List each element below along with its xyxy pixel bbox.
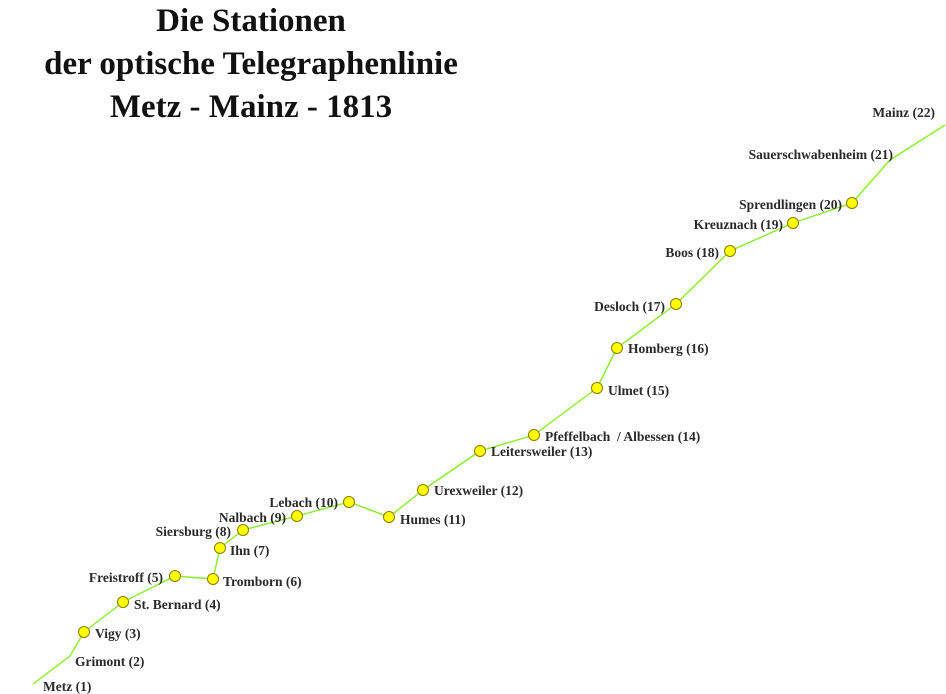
station-label-22: Mainz (22) <box>872 105 935 120</box>
station-label-17: Desloch (17) <box>594 299 665 314</box>
station-label-4: St. Bernard (4) <box>134 597 221 612</box>
station-label-13: Leitersweiler (13) <box>491 444 592 459</box>
station-label-1: Metz (1) <box>43 679 91 694</box>
route-line-group <box>32 124 946 685</box>
station-marker-14 <box>528 429 540 441</box>
station-marker-18 <box>724 245 736 257</box>
station-label-14: Pfeffelbach / Albessen (14) <box>545 429 700 444</box>
station-label-15: Ulmet (15) <box>608 383 669 398</box>
station-marker-17 <box>670 298 682 310</box>
station-marker-3 <box>78 626 90 638</box>
station-marker-13 <box>474 445 486 457</box>
title-line-3: Metz - Mainz - 1813 <box>109 89 393 125</box>
title-line-2: der optische Telegraphenlinie <box>44 46 458 82</box>
station-marker-10 <box>343 496 355 508</box>
page-title: Die Stationen der optische Telegraphenli… <box>0 0 502 129</box>
station-label-2: Grimont (2) <box>75 654 144 669</box>
station-label-19: Kreuznach (19) <box>694 217 783 232</box>
station-label-11: Humes (11) <box>400 512 466 527</box>
station-marker-20 <box>846 197 858 209</box>
station-marker-4 <box>117 596 129 608</box>
station-label-6: Tromborn (6) <box>223 574 302 589</box>
title-line-1: Die Stationen <box>156 3 346 39</box>
station-label-16: Homberg (16) <box>628 341 709 356</box>
station-marker-12 <box>417 484 429 496</box>
station-marker-group <box>78 197 858 638</box>
station-label-21: Sauerschwabenheim (21) <box>749 147 893 162</box>
station-marker-19 <box>787 217 799 229</box>
station-label-10: Lebach (10) <box>269 495 338 510</box>
station-marker-11 <box>383 511 395 523</box>
station-label-3: Vigy (3) <box>95 626 141 641</box>
station-marker-8 <box>237 524 249 536</box>
station-label-group: Metz (1) Grimont (2) Vigy (3) St. Bernard (… <box>43 105 935 694</box>
station-marker-5 <box>169 570 181 582</box>
station-label-18: Boos (18) <box>665 245 719 260</box>
station-label-5: Freistroff (5) <box>89 570 163 585</box>
station-label-20: Sprendlingen (20) <box>739 197 842 212</box>
station-marker-7 <box>214 542 226 554</box>
telegraph-route-line <box>32 124 946 685</box>
station-marker-9 <box>291 510 303 522</box>
station-marker-15 <box>591 382 603 394</box>
station-label-7: Ihn (7) <box>230 543 269 558</box>
station-label-9: Nalbach (9) <box>219 510 286 525</box>
station-label-8: Siersburg (8) <box>156 524 231 539</box>
station-label-12: Urexweiler (12) <box>434 483 523 498</box>
station-marker-16 <box>611 342 623 354</box>
station-marker-6 <box>207 573 219 585</box>
